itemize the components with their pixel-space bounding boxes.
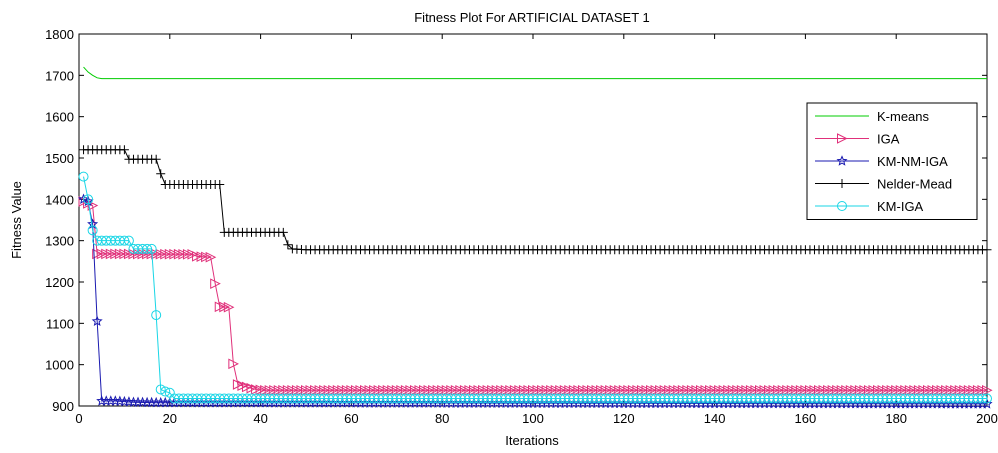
y-tick-label: 1800: [45, 27, 74, 42]
data-point-marker: [146, 243, 157, 254]
y-axis: 900 1000 1100 1200 1300 1400 1500 1600 1700 1800: [45, 27, 987, 414]
data-point-marker: [119, 145, 129, 155]
legend-label: KM-IGA: [877, 199, 924, 214]
x-tick-label: 20: [163, 411, 177, 426]
x-tick-label: 60: [344, 411, 358, 426]
legend: K-means IGA KM-NM-IGA Nelder-Mead KM-IGA: [806, 102, 978, 220]
y-tick-label: 1300: [45, 234, 74, 249]
y-tick-label: 1400: [45, 192, 74, 207]
data-point-marker: [215, 179, 225, 189]
x-tick-label: 0: [75, 411, 82, 426]
data-point-marker: [982, 393, 992, 404]
x-tick-label: 80: [435, 411, 449, 426]
legend-label: IGA: [877, 132, 900, 147]
data-point-marker: [278, 227, 288, 237]
x-axis-label: Iterations: [505, 433, 559, 448]
data-point-marker: [83, 194, 94, 205]
x-tick-label: 200: [976, 411, 998, 426]
y-tick-label: 1600: [45, 110, 74, 125]
y-tick-label: 1200: [45, 275, 74, 290]
data-point-marker: [210, 278, 221, 289]
data-point-marker: [155, 384, 166, 395]
y-axis-label: Fitness Value: [9, 181, 24, 259]
legend-item: Nelder-Mead: [815, 177, 952, 192]
legend-swatch-marker: [837, 179, 847, 188]
x-tick-label: 160: [795, 411, 817, 426]
legend-label: K-means: [877, 109, 930, 124]
x-tick-label: 140: [704, 411, 726, 426]
series-line: [83, 66, 987, 80]
legend-swatch-marker: [837, 201, 847, 211]
y-tick-label: 1000: [45, 358, 74, 373]
data-point-marker: [87, 225, 98, 236]
chart-title: Fitness Plot For ARTIFICIAL DATASET 1: [414, 10, 650, 25]
series-km-iga: [78, 171, 992, 404]
data-point-marker: [223, 301, 235, 313]
data-point-marker: [91, 315, 103, 326]
legend-item: K-means: [815, 109, 930, 124]
data-point-marker: [151, 154, 161, 164]
x-tick-label: 120: [613, 411, 635, 426]
y-tick-label: 1700: [45, 68, 74, 83]
legend-item: KM-NM-IGA: [815, 154, 948, 169]
x-tick-label: 100: [522, 411, 544, 426]
data-point-marker: [160, 386, 171, 397]
data-point-marker: [228, 358, 239, 370]
legend-swatch-marker: [836, 155, 848, 166]
legend-swatch-marker: [837, 133, 848, 144]
y-tick-label: 1500: [45, 151, 74, 166]
y-tick-label: 900: [52, 399, 74, 414]
data-point-marker: [87, 200, 99, 211]
legend-item: KM-IGA: [815, 199, 924, 214]
series-layer: [78, 66, 993, 409]
data-point-marker: [151, 310, 162, 321]
x-axis: 0 20 40 60 80 100 120 140 160 180 200: [75, 34, 998, 426]
data-point-marker: [205, 251, 217, 263]
data-point-marker: [982, 245, 992, 255]
data-point-marker: [982, 384, 993, 396]
data-point-marker: [283, 240, 293, 250]
legend-label: KM-NM-IGA: [877, 154, 948, 169]
x-tick-label: 40: [253, 411, 267, 426]
data-point-marker: [142, 243, 153, 254]
data-point-marker: [123, 235, 134, 246]
y-tick-label: 1100: [46, 316, 74, 331]
data-point-marker: [119, 235, 130, 246]
data-point-marker: [78, 171, 89, 182]
legend-item: IGA: [815, 132, 900, 147]
x-tick-label: 180: [885, 411, 907, 426]
series-k-means: [83, 66, 987, 80]
series-nelder-mead: [79, 145, 992, 255]
data-point-marker: [977, 393, 988, 404]
legend-label: Nelder-Mead: [877, 177, 952, 192]
data-point-marker: [156, 169, 166, 179]
